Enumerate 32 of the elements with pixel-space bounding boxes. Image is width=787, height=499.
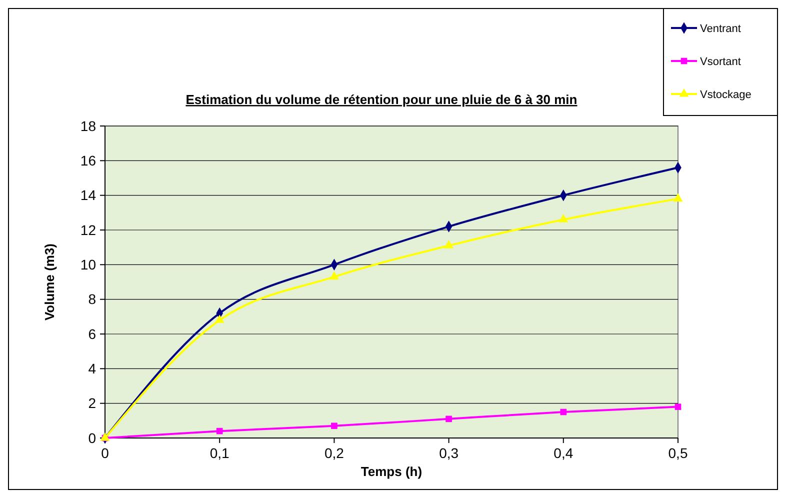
x-tick-label: 0,3 (439, 445, 459, 461)
x-tick-label: 0,4 (554, 445, 574, 461)
point (444, 240, 454, 248)
y-tick-label: 12 (80, 222, 96, 238)
y-tick-label: 6 (88, 326, 96, 342)
y-tick-label: 16 (80, 152, 96, 169)
x-axis-title: Temps (h) (360, 464, 422, 479)
y-tick-label: 10 (80, 256, 96, 273)
x-tick-label: 0 (101, 445, 110, 461)
y-tick-label: 14 (80, 187, 96, 204)
point (329, 271, 340, 280)
point (214, 314, 224, 323)
point (674, 404, 682, 410)
x-tick-label: 0,1 (210, 445, 230, 461)
legend-label: Ventrant (700, 22, 741, 35)
y-tick-label: 4 (88, 360, 96, 377)
legend-label: Vsortant (700, 56, 741, 68)
y-tick-label: 0 (88, 430, 96, 446)
point (560, 408, 567, 416)
point (558, 214, 568, 222)
y-tick-label: 18 (80, 118, 96, 134)
point (673, 193, 683, 202)
y-axis-title: Volume (m3) (42, 243, 57, 321)
x-tick-label: 0,5 (668, 445, 688, 461)
y-tick-label: 2 (88, 395, 96, 412)
point (446, 416, 452, 422)
legend-label: Vstockage (700, 88, 752, 101)
point (216, 428, 223, 434)
chart-title: Estimation du volume de rétention pour une pluie de 6 à 30 min (186, 92, 578, 107)
point (331, 422, 338, 430)
y-tick-label: 8 (88, 291, 96, 308)
x-tick-label: 0,2 (324, 445, 344, 461)
